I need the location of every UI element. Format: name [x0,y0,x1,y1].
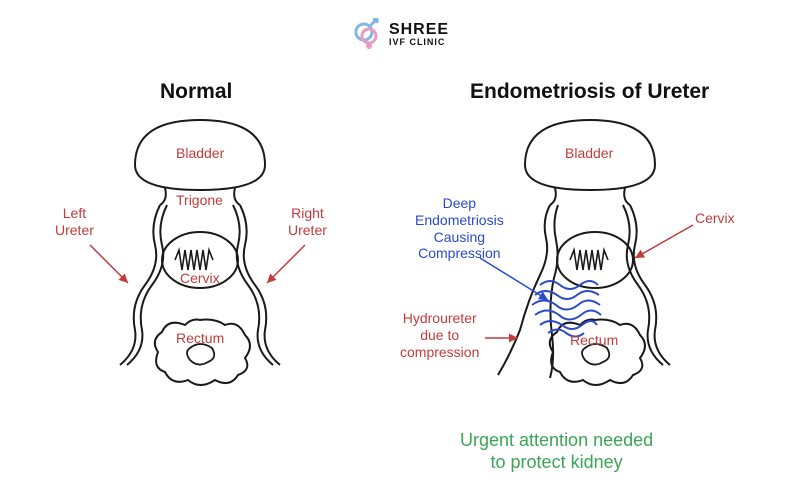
label-rectum-left: Rectum [176,330,224,347]
label-deep-endometriosis: Deep Endometriosis Causing Compression [415,195,504,262]
label-left-ureter: Left Ureter [55,205,94,239]
label-trigone: Trigone [176,192,223,209]
anatomy-diagram [0,0,800,500]
footer-warning: Urgent attention needed to protect kidne… [460,430,653,473]
label-right-ureter: Right Ureter [288,205,327,239]
label-bladder-right: Bladder [565,145,613,162]
label-cervix-left: Cervix [180,270,220,287]
label-rectum-right: Rectum [570,332,618,349]
label-cervix-right: Cervix [695,210,735,227]
label-bladder-left: Bladder [176,145,224,162]
label-hydroureter: Hydroureter due to compression [400,310,479,360]
